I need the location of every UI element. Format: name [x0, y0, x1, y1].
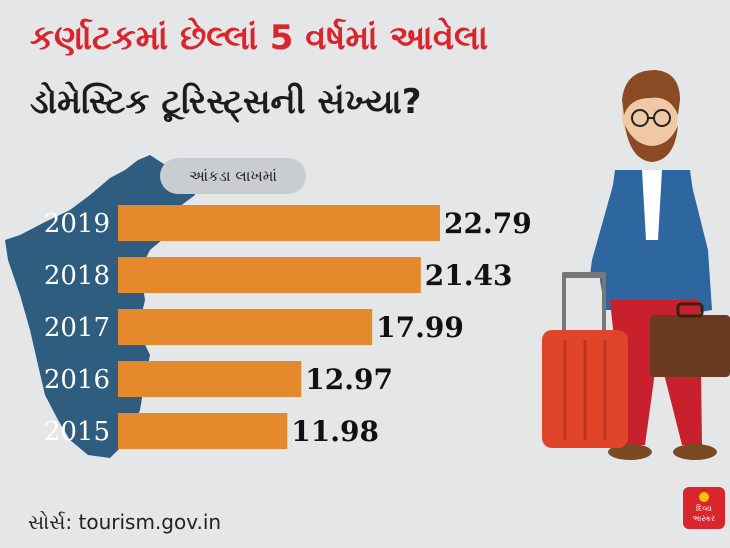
year-label-2019: 2019 — [44, 209, 110, 239]
karnataka-map-shape — [5, 155, 195, 458]
chart-title-line2: ડોમેસ્ટિક ટૂરિસ્ટ્સની સંખ્યા? — [30, 82, 422, 122]
year-label-2018: 2018 — [44, 261, 110, 291]
traveler-illustration — [542, 70, 730, 460]
bar-2016 — [118, 361, 302, 397]
value-label-2018: 21.43 — [425, 259, 513, 292]
briefcase-icon — [650, 315, 730, 377]
value-label-2017: 17.99 — [376, 311, 464, 344]
unit-note-pill: આંકડા લાખમાં — [160, 158, 306, 194]
year-label-2016: 2016 — [44, 365, 110, 395]
year-label-2017: 2017 — [44, 313, 110, 343]
bar-2017 — [118, 309, 373, 345]
bar-2019 — [118, 205, 440, 241]
value-label-2016: 12.97 — [305, 363, 393, 396]
year-label-2015: 2015 — [44, 417, 110, 447]
bar-2015 — [118, 413, 288, 449]
bar-2018 — [118, 257, 421, 293]
source-note: સોર્સ: tourism.gov.in — [28, 510, 222, 534]
value-label-2015: 11.98 — [291, 415, 379, 448]
bar-chart: 2019 22.79 2018 21.43 2017 17.99 2016 12.97 2015… — [5, 155, 532, 458]
divya-bhaskar-logo: દિવ્ય ભાસ્કર — [683, 487, 725, 529]
value-label-2019: 22.79 — [444, 207, 532, 240]
chart-title-line1: કર્ણાટકમાં છેલ્લાં 5 વર્ષમાં આવેલા — [30, 18, 489, 58]
